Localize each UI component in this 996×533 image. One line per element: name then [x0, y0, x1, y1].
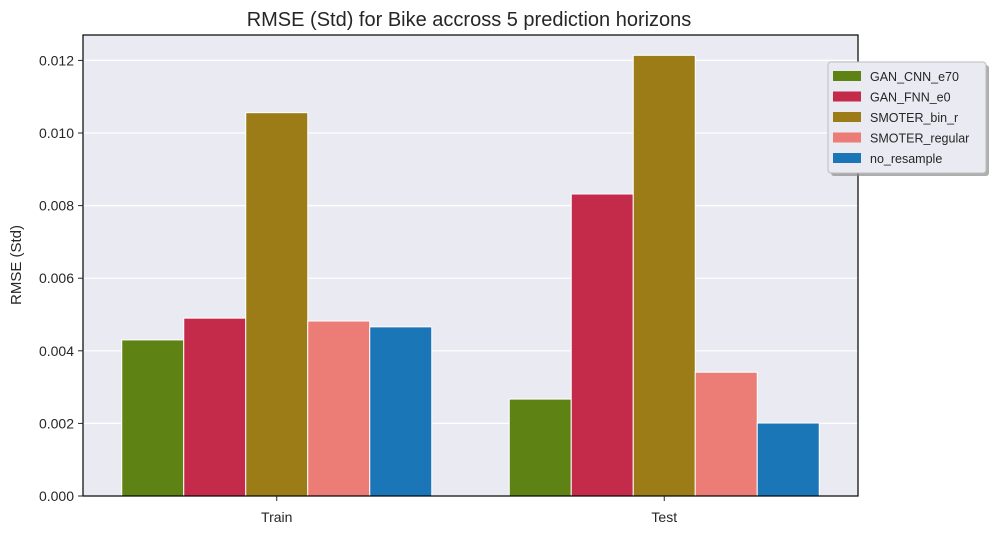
- legend-box: [827, 61, 987, 174]
- legend-label: no_resample: [870, 152, 942, 166]
- bar-GAN_FNN_e0-Test: [570, 193, 634, 497]
- bar-SMOTER_bin_r-Train: [245, 112, 309, 497]
- y-tick-label: 0.004: [39, 343, 74, 359]
- legend-swatch-GAN_FNN_e0: [833, 91, 861, 102]
- bar-no_resample-Test: [756, 422, 820, 497]
- legend-label: GAN_CNN_e70: [870, 70, 959, 84]
- bar-no_resample-Train: [369, 326, 433, 497]
- chart-title: RMSE (Std) for Bike accross 5 prediction…: [247, 9, 692, 31]
- bar-GAN_CNN_e70-Test: [508, 398, 572, 497]
- y-axis-label: RMSE (Std): [8, 225, 25, 305]
- y-tick-label: 0.006: [39, 270, 74, 286]
- bar-GAN_CNN_e70-Train: [121, 339, 185, 497]
- y-tick-label: 0.000: [39, 488, 74, 504]
- x-tick-label: Train: [261, 509, 292, 525]
- y-tick-label: 0.012: [39, 52, 74, 68]
- legend-swatch-no_resample: [833, 153, 861, 163]
- bar-SMOTER_regular-Train: [307, 320, 371, 497]
- y-tick-label: 0.002: [39, 415, 74, 431]
- bar-SMOTER_bin_r-Test: [632, 54, 696, 497]
- bar-SMOTER_regular-Test: [694, 371, 758, 497]
- y-tick-label: 0.008: [39, 198, 74, 214]
- legend-label: GAN_FNN_e0: [870, 91, 951, 105]
- legend-label: SMOTER_bin_r: [870, 111, 958, 125]
- legend-swatch-SMOTER_bin_r: [833, 112, 861, 122]
- legend-swatch-SMOTER_regular: [833, 132, 861, 143]
- y-tick-label: 0.010: [39, 125, 74, 141]
- legend-swatch-GAN_CNN_e70: [833, 71, 861, 81]
- x-axis-ticks: Train Test: [261, 496, 677, 525]
- y-axis-ticks: 0.000 0.002 0.004 0.006 0.008 0.010 0.012: [39, 52, 83, 504]
- plot-frame: [82, 34, 859, 497]
- legend-label: SMOTER_regular: [870, 132, 969, 146]
- x-tick-label: Test: [651, 509, 677, 525]
- legend: GAN_CNN_e70 GAN_FNN_e0 SMOTER_bin_r SMOTER_…: [827, 61, 989, 176]
- bar-GAN_FNN_e0-Train: [183, 317, 247, 497]
